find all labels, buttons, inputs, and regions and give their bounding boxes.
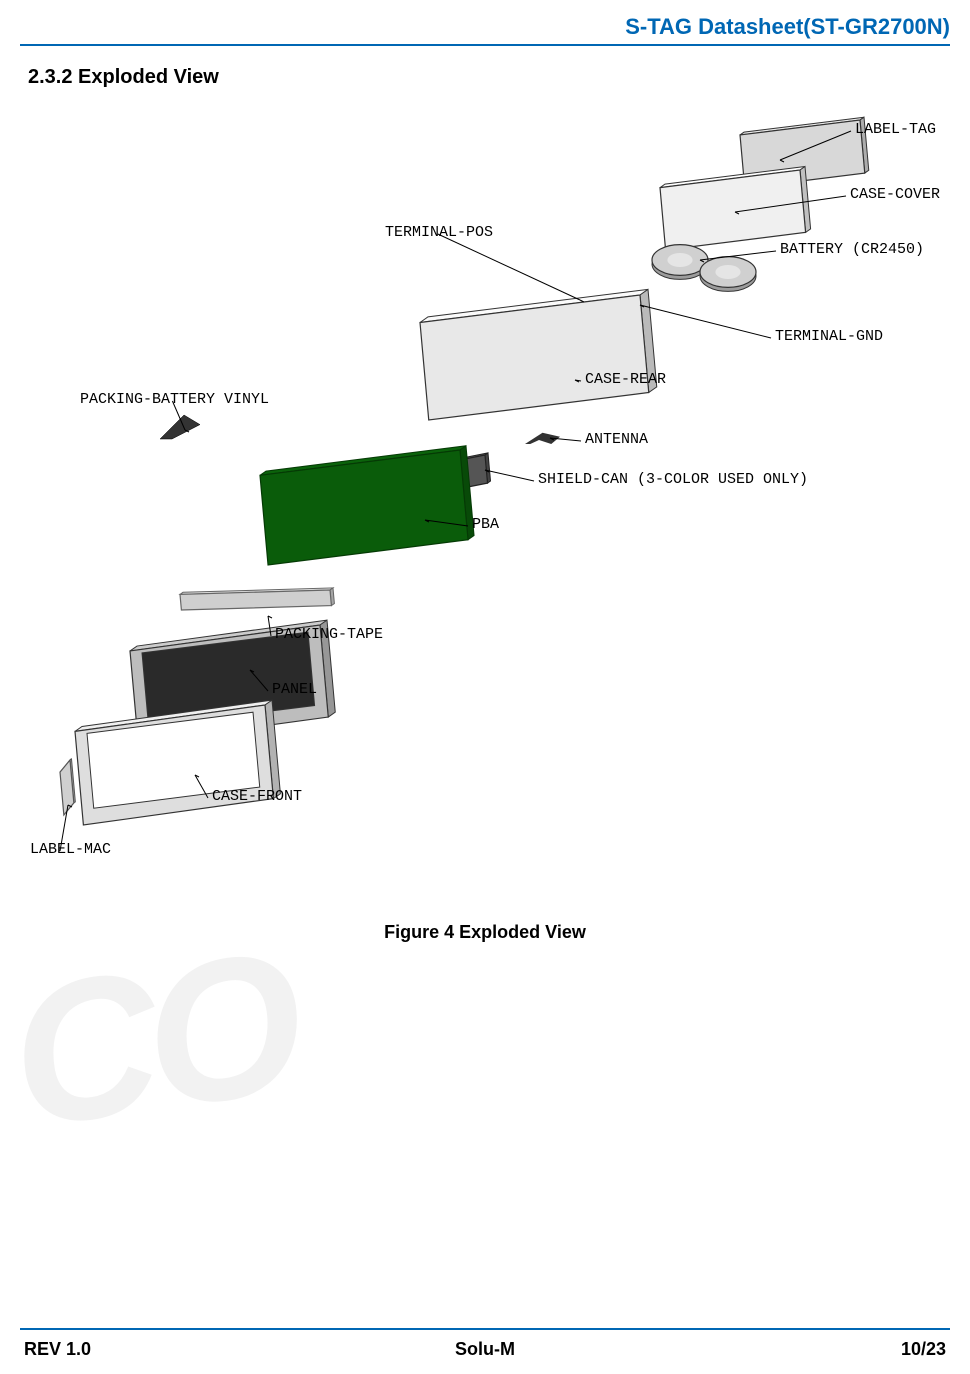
shield-can-leader: [485, 470, 534, 481]
battery-label: BATTERY (CR2450): [780, 241, 924, 258]
case-front-shape: [75, 700, 280, 825]
label-tag-label: LABEL-TAG: [855, 121, 936, 138]
label-mac-label: LABEL-MAC: [30, 841, 111, 858]
watermark: CO: [0, 907, 307, 1174]
footer-page-number: 10/23: [901, 1339, 946, 1360]
figure-caption: Figure 4 Exploded View: [0, 922, 970, 943]
footer-rule: [20, 1328, 950, 1330]
packing-tape-shape: [180, 588, 334, 610]
header-title: S-TAG Datasheet(ST-GR2700N): [625, 14, 950, 40]
case-rear-shape: [420, 289, 657, 420]
header-rule: [20, 44, 950, 46]
exploded-view-svg: [20, 100, 950, 900]
pba-shape: [260, 446, 474, 565]
pba-label: PBA: [472, 516, 499, 533]
terminal-pos-label: TERMINAL-POS: [385, 224, 493, 241]
battery2-shape: [700, 257, 756, 292]
antenna-label: ANTENNA: [585, 431, 648, 448]
case-cover-label: CASE-COVER: [850, 186, 940, 203]
panel-label: PANEL: [272, 681, 317, 698]
section-heading: 2.3.2 Exploded View: [28, 66, 219, 89]
shield-can-label: SHIELD-CAN (3-COLOR USED ONLY): [538, 471, 808, 488]
exploded-view-figure: LABEL-TAG CASE-COVER TERMINAL-POS BATTERY (…: [20, 100, 950, 900]
case-cover-shape: [660, 167, 811, 251]
terminal-pos-leader: [438, 234, 580, 300]
datasheet-page: CO S-TAG Datasheet(ST-GR2700N) 2.3.2 Exp…: [0, 0, 970, 1374]
packing-tape-label: PACKING-TAPE: [275, 626, 383, 643]
case-front-label: CASE-FRONT: [212, 788, 302, 805]
battery1-shape: [652, 245, 708, 280]
terminal-gnd-label: TERMINAL-GND: [775, 328, 883, 345]
footer-company: Solu-M: [0, 1339, 970, 1360]
case-rear-label: CASE-REAR: [585, 371, 666, 388]
terminal-gnd-leader: [640, 305, 771, 338]
packing-vinyl-label: PACKING-BATTERY VINYL: [80, 391, 269, 408]
